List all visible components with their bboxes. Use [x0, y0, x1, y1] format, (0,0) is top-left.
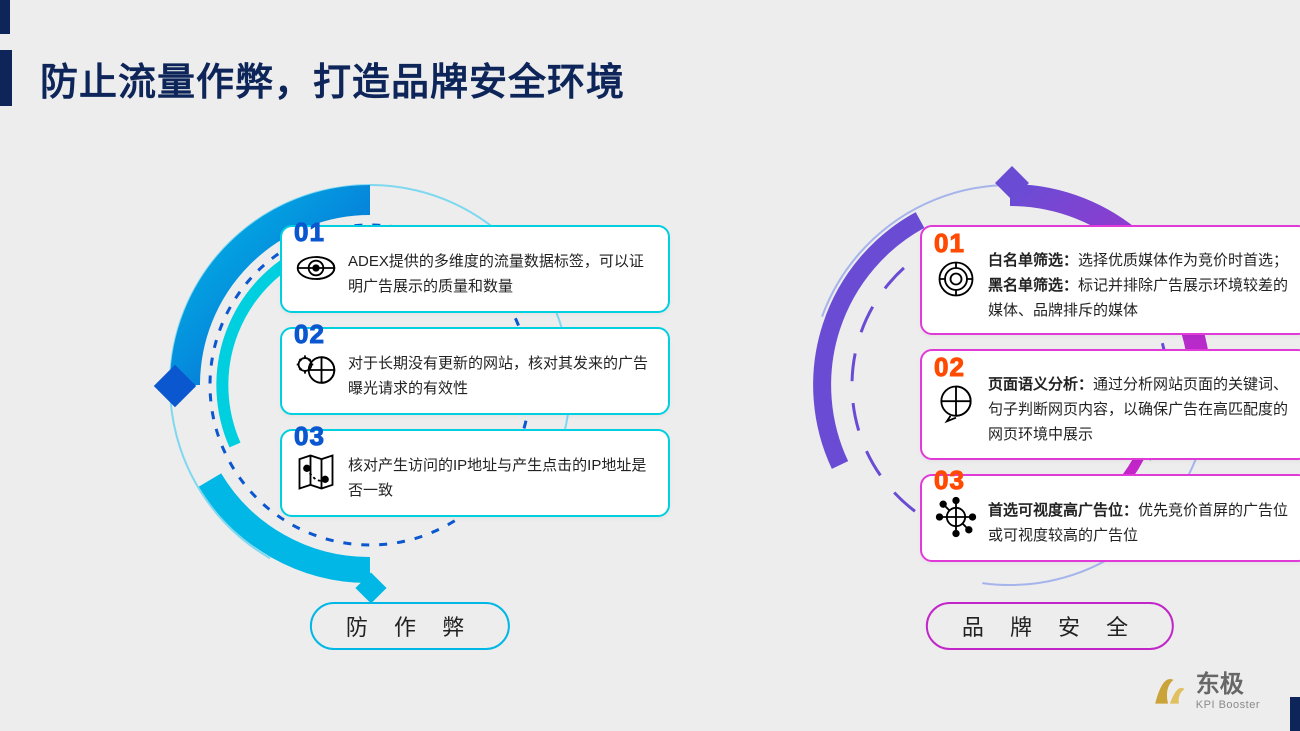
item-text: ADEX提供的多维度的流量数据标签，可以证明广告展示的质量和数量	[348, 236, 656, 300]
item-index: 02	[294, 319, 325, 350]
item-text: 页面语义分析：通过分析网站页面的关键词、句子判断网页内容，以确保广告在高匹配度的…	[988, 359, 1296, 447]
item-text: 核对产生访问的IP地址与产生点击的IP地址是否一致	[348, 440, 656, 504]
anti-fraud-item: 02 对于长期没有更新的网站，核对其发来的广告曝光请求的有效性	[280, 327, 670, 415]
page-title: 防止流量作弊，打造品牌安全环境	[40, 51, 625, 106]
item-text: 白名单筛选：选择优质媒体作为竞价时首选；黑名单筛选：标记并排除广告展示环境较差的…	[988, 235, 1296, 323]
item-text: 首选可视度高广告位：优先竞价首屏的广告位或可视度较高的广告位	[988, 485, 1296, 549]
target-globe-icon	[934, 257, 978, 301]
gear-globe-icon	[294, 348, 338, 392]
item-index: 01	[934, 228, 965, 259]
anti-fraud-item: 03 核对产生访问的IP地址与产生点击的IP地址是否一致	[280, 429, 670, 517]
network-globe-icon	[934, 495, 978, 539]
brand-safety-item: 01 白名单筛选：选择优质媒体作为竞价时首选；黑名单筛选：标记并排除广告展示环境…	[920, 225, 1300, 335]
panel-caption-left: 防 作 弊	[310, 602, 510, 650]
eye-globe-icon	[294, 246, 338, 290]
item-index: 01	[294, 217, 325, 248]
item-index: 02	[934, 352, 965, 383]
brand-logo: 东极 KPI Booster	[1146, 664, 1260, 711]
title-accent	[0, 50, 12, 106]
logo-mark-icon	[1146, 667, 1190, 711]
anti-fraud-panel: 01 ADEX提供的多维度的流量数据标签，可以证明广告展示的质量和数量 02 对…	[150, 160, 670, 640]
logo-text-en: KPI Booster	[1196, 699, 1260, 711]
item-index: 03	[934, 465, 965, 496]
brand-safety-item: 03 首选可视度高广告位：优先竞价首屏的广告位或可视度较高的广告位	[920, 474, 1300, 562]
item-text: 对于长期没有更新的网站，核对其发来的广告曝光请求的有效性	[348, 338, 656, 402]
anti-fraud-item: 01 ADEX提供的多维度的流量数据标签，可以证明广告展示的质量和数量	[280, 225, 670, 313]
logo-text-cn: 东极	[1196, 664, 1260, 699]
brand-safety-panel: 01 白名单筛选：选择优质媒体作为竞价时首选；黑名单筛选：标记并排除广告展示环境…	[790, 160, 1300, 640]
brand-safety-item: 02 页面语义分析：通过分析网站页面的关键词、句子判断网页内容，以确保广告在高匹…	[920, 349, 1300, 459]
page-title-bar: 防止流量作弊，打造品牌安全环境	[0, 50, 625, 106]
item-index: 03	[294, 421, 325, 452]
chat-globe-icon	[934, 381, 978, 425]
map-route-icon	[294, 450, 338, 494]
panel-caption-right: 品 牌 安 全	[926, 602, 1174, 650]
